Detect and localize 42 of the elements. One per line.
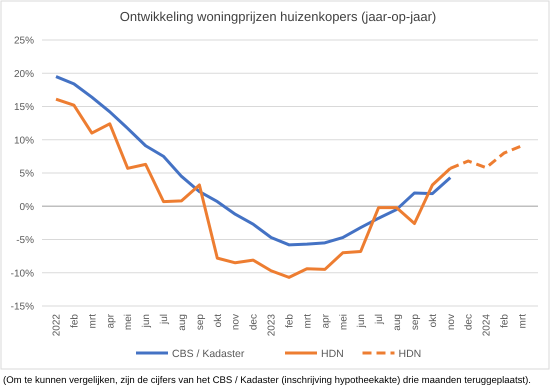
- legend-label: CBS / Kadaster: [172, 348, 245, 360]
- y-tick-label: -15%: [10, 302, 34, 312]
- x-tick-label: jul: [159, 314, 170, 326]
- x-tick-label: feb: [500, 314, 511, 328]
- x-tick-label: jun: [356, 314, 368, 328]
- x-tick-label: jul: [374, 314, 386, 326]
- chart-title: Ontwikkeling woningprijzen huizenkopers (jaar-op-jaar): [120, 9, 436, 24]
- x-tick-label: dec: [248, 314, 260, 330]
- y-tick-label: 25%: [14, 36, 34, 46]
- x-tick-label: apr: [320, 313, 332, 328]
- x-tick-label: mrt: [87, 314, 98, 328]
- x-tick-label: feb: [69, 314, 80, 328]
- line-series: [54, 75, 452, 246]
- x-tick-label: apr: [105, 313, 116, 328]
- text: (Om te kunnen vergelijken, zijn de cijfers van het CBS / Kadaster (inschrijving hypotheekakte) drie maanden teruggeplaatst).: [3, 375, 531, 386]
- x-tick-label: aug: [176, 314, 188, 331]
- x-tick-label: 2024: [482, 314, 493, 336]
- x-tick-label: nov: [446, 314, 457, 330]
- y-tick-label: 0%: [20, 202, 34, 213]
- x-tick-label: feb: [284, 314, 296, 328]
- y-tick-label: 20%: [14, 68, 34, 80]
- x-tick-label: okt: [212, 314, 224, 328]
- y-tick-label: -10%: [10, 268, 34, 280]
- x-tick-label: 2023: [266, 314, 278, 336]
- y-tick-label: -5%: [16, 235, 34, 246]
- x-tick-label: mei: [123, 314, 134, 330]
- legend-label: HDN: [398, 348, 422, 360]
- legend-label: HDN: [321, 348, 344, 360]
- x-tick-label: okt: [428, 314, 439, 328]
- x-tick-label: sep: [194, 314, 206, 330]
- x-tick-label: aug: [392, 314, 404, 331]
- y-tick-label: 10%: [14, 135, 34, 146]
- x-tick-label: mrt: [518, 314, 528, 328]
- x-tick-label: dec: [464, 314, 475, 330]
- x-tick-label: sep: [410, 314, 421, 330]
- x-tick-label: nov: [230, 314, 242, 330]
- x-tick-label: mrt: [302, 314, 314, 328]
- x-tick-label: mei: [338, 314, 350, 330]
- y-tick-label: 5%: [20, 168, 34, 180]
- x-tick-label: 2022: [52, 314, 62, 336]
- x-tick-label: jun: [141, 314, 152, 328]
- y-tick-label: 15%: [14, 102, 34, 113]
